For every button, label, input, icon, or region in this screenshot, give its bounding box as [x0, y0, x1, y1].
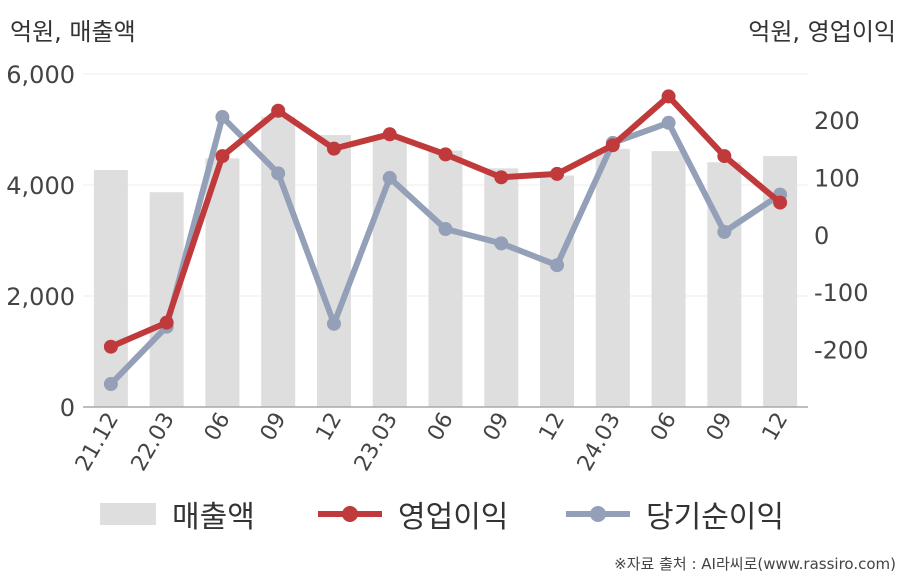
point-net-income	[215, 110, 230, 125]
point-operating-profit	[271, 103, 286, 118]
y-left-tick-label: 0	[60, 394, 75, 422]
point-net-income	[438, 222, 453, 237]
point-net-income	[550, 258, 565, 273]
legend-swatch-line-blue	[566, 503, 630, 525]
point-operating-profit	[159, 315, 174, 330]
point-operating-profit	[103, 339, 118, 354]
right-axis-unit: 억원, 영업이익	[748, 18, 896, 46]
combo-chart: 0 2,000 4,000 6,000 -200 -100 0 100 200 21.12 22.0…	[6, 61, 868, 476]
legend-item-revenue: 매출액	[100, 492, 255, 536]
left-axis-unit: 억원, 매출액	[10, 18, 136, 46]
bar-series-revenue	[93, 116, 798, 408]
legend-item-operating-profit: 영업이익	[318, 492, 508, 536]
point-net-income	[717, 224, 732, 239]
x-tick-label: 09	[479, 409, 515, 446]
point-net-income	[382, 170, 397, 185]
legend-swatch-bar	[100, 503, 156, 525]
x-tick-label: 12	[535, 409, 571, 446]
point-net-income	[661, 115, 676, 130]
bar-revenue	[428, 150, 463, 407]
bar-revenue	[205, 158, 240, 407]
x-tick-label: 12	[312, 409, 348, 446]
legend-label-operating-profit: 영업이익	[398, 500, 509, 535]
line-series	[103, 89, 788, 392]
point-net-income	[494, 236, 509, 251]
source-credit: ※자료 출처 : AI라씨로(www.rassiro.com)	[614, 555, 896, 573]
x-tick-label: 22.03	[127, 409, 180, 476]
legend-item-net-income: 당기순이익	[566, 492, 784, 536]
y-left-tick-label: 2,000	[6, 283, 75, 311]
legend-label-revenue: 매출액	[172, 500, 255, 535]
x-tick-label: 06	[423, 409, 459, 446]
point-operating-profit	[605, 138, 620, 153]
point-operating-profit	[494, 170, 509, 185]
y-left-tick-label: 6,000	[6, 61, 75, 89]
bar-revenue	[484, 168, 519, 407]
point-net-income	[271, 166, 286, 181]
x-tick-label: 06	[200, 409, 236, 446]
x-tick-label: 24.03	[573, 409, 626, 476]
bar-revenue	[149, 192, 184, 407]
x-tick-label: 21.12	[71, 409, 124, 476]
bar-revenue	[595, 148, 630, 408]
y-right-tick-label: -100	[814, 279, 868, 307]
x-tick-label: 12	[758, 409, 794, 446]
legend: 매출액 영업이익 당기순이익	[0, 492, 908, 536]
point-operating-profit	[326, 141, 341, 156]
point-operating-profit	[382, 127, 397, 142]
point-operating-profit	[215, 149, 230, 164]
x-tick-label: 06	[646, 409, 682, 446]
bar-revenue	[93, 170, 128, 407]
legend-swatch-line-red	[318, 503, 382, 525]
x-tick-label: 09	[702, 409, 738, 446]
bar-revenue	[651, 151, 686, 407]
point-net-income	[326, 316, 341, 331]
bar-revenue	[316, 135, 351, 408]
y-right-tick-label: 0	[814, 222, 829, 250]
y-left-tick-label: 4,000	[6, 172, 75, 200]
y-right-tick-label: 100	[814, 164, 860, 192]
point-operating-profit	[550, 166, 565, 181]
x-tick-label: 09	[256, 409, 292, 446]
point-operating-profit	[438, 147, 453, 162]
point-operating-profit	[661, 89, 676, 104]
bar-revenue	[540, 175, 575, 407]
legend-label-net-income: 당기순이익	[646, 500, 784, 535]
y-right-tick-label: -200	[814, 337, 868, 365]
point-operating-profit	[773, 195, 788, 210]
point-net-income	[103, 377, 118, 392]
point-operating-profit	[717, 149, 732, 164]
x-tick-label: 23.03	[350, 409, 403, 476]
y-right-tick-label: 200	[814, 107, 860, 135]
bar-revenue	[707, 162, 742, 407]
